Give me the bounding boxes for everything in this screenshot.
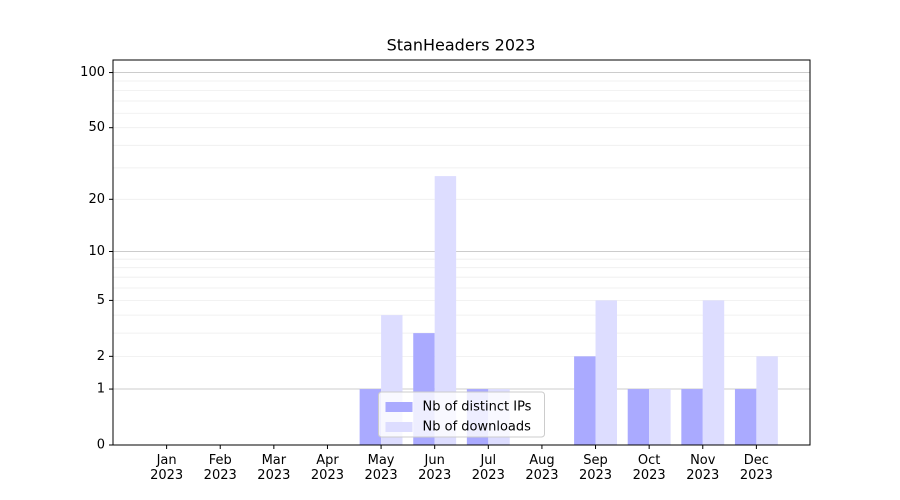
bar (434, 176, 457, 445)
bar (627, 389, 650, 445)
bar (359, 389, 382, 445)
x-tick-label: Mar 2023 (257, 453, 291, 483)
chart-title: StanHeaders 2023 (387, 36, 536, 55)
x-tick-label: Jul 2023 (471, 453, 505, 483)
y-tick-label: 2 (97, 349, 105, 364)
legend-swatch (385, 402, 413, 412)
x-tick-label: May 2023 (364, 453, 398, 483)
legend-swatch (385, 422, 413, 432)
legend: Nb of distinct IPs Nb of downloads (378, 391, 545, 438)
x-tick-label: Aug 2023 (525, 453, 559, 483)
x-tick-label: Sep 2023 (578, 453, 613, 483)
y-tick-label: 5 (97, 293, 105, 308)
y-tick-label: 20 (88, 192, 105, 207)
x-tick-label: Jan 2023 (150, 453, 184, 483)
x-tick-label: Oct 2023 (632, 453, 666, 483)
bar (595, 300, 617, 445)
x-tick-label: Apr 2023 (310, 453, 344, 483)
legend-box (378, 391, 545, 438)
bar (649, 389, 671, 445)
x-tick-label: Feb 2023 (203, 453, 237, 483)
bar (702, 300, 725, 445)
x-tick-label: Nov 2023 (686, 453, 720, 483)
bar (681, 389, 703, 445)
x-tick-label: Dec 2023 (739, 453, 773, 483)
bar (756, 356, 778, 445)
legend-label: Nb of downloads (423, 420, 532, 435)
bar (574, 356, 596, 445)
bar (734, 389, 757, 445)
y-tick-label: 10 (88, 244, 105, 259)
y-tick-label: 0 (97, 438, 105, 453)
plot-frame (112, 59, 811, 446)
y-tick-label: 1 (97, 382, 105, 397)
x-tick-label: Jun 2023 (418, 453, 452, 483)
legend-label: Nb of distinct IPs (423, 400, 532, 415)
y-tick-label: 50 (88, 120, 105, 135)
y-tick-label: 100 (80, 65, 105, 80)
